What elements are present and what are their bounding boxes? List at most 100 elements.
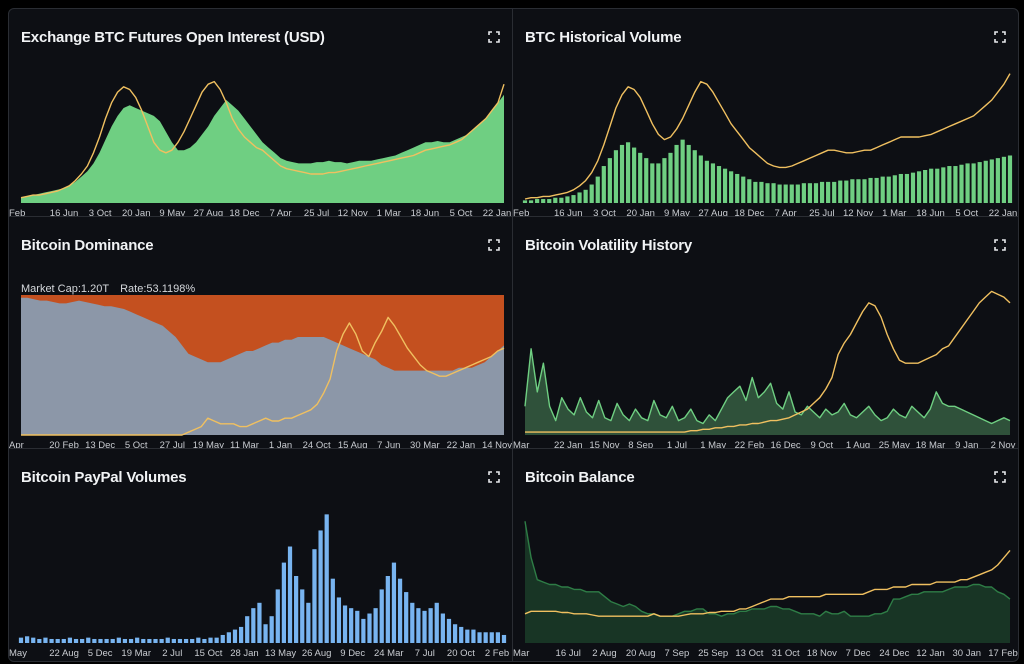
bar (171, 638, 176, 643)
bar (632, 147, 637, 203)
x-tick-label: 5 Oct (449, 208, 473, 217)
bar (965, 163, 970, 203)
x-tick-label: 24 Oct (302, 440, 331, 449)
bar (434, 602, 439, 643)
x-tick-label: 7 Sep (664, 648, 690, 659)
bar (807, 183, 813, 203)
x-tick-label: 1 May (700, 440, 727, 449)
bar (801, 183, 806, 203)
bar (662, 158, 667, 203)
bar (795, 184, 800, 203)
bar (583, 189, 588, 203)
bar (935, 168, 940, 203)
panel-paypal-volumes: Bitcoin PayPal Volumes May 22 Aug 5 Dec 19 … (9, 449, 513, 661)
bar (361, 618, 366, 643)
x-tick-label: 19 Mar (121, 648, 152, 659)
bar (898, 173, 903, 203)
chart-plot (18, 514, 507, 643)
bar (983, 160, 988, 203)
x-tick-label: 20 Oct (446, 648, 475, 659)
bar (135, 637, 140, 643)
x-tick-label: 1 Mar (376, 208, 401, 217)
chart-plot (21, 295, 505, 436)
bar (251, 608, 256, 643)
x-tick-label: 9 May (663, 208, 690, 217)
x-tick-label: 25 May (878, 440, 910, 449)
bar (571, 195, 576, 203)
x-tick-label: 7 Apr (269, 208, 292, 217)
bar (404, 592, 409, 643)
x-tick-label: May (9, 648, 27, 659)
x-tick-label: 5 Dec (87, 648, 113, 659)
bar (947, 166, 952, 203)
bar (625, 142, 631, 203)
bar (741, 176, 746, 203)
panel-title: Exchange BTC Futures Open Interest (USD) (21, 29, 325, 46)
expand-icon[interactable] (488, 471, 500, 483)
x-tick-label: 22 Feb (734, 440, 765, 449)
series-area (525, 348, 1010, 435)
panel-balance: Bitcoin Balance Mar 16 Jul 2 Aug 20 Aug 7 Se… (513, 449, 1018, 661)
bar (959, 164, 964, 203)
bar (287, 546, 293, 643)
expand-icon[interactable] (994, 239, 1006, 251)
x-tick-label: 9 May (159, 208, 186, 217)
bar (336, 597, 342, 643)
bar (613, 150, 619, 203)
bar (644, 158, 649, 203)
x-tick-label: 24 Dec (879, 648, 910, 659)
bar (904, 173, 910, 203)
expand-icon[interactable] (994, 471, 1006, 483)
x-tick-label: 3 Oct (88, 208, 112, 217)
dashboard: Exchange BTC Futures Open Interest (USD)… (8, 8, 1019, 662)
bar (18, 637, 24, 643)
x-tick-label: 22 Jan (482, 208, 512, 217)
bar (674, 144, 679, 203)
bar (373, 608, 378, 643)
panel-title: Bitcoin Balance (525, 469, 635, 486)
x-tick-label: 18 Nov (806, 648, 837, 659)
bar (483, 632, 488, 643)
x-tick-label: 15 Aug (337, 440, 368, 449)
bar (1007, 155, 1013, 203)
bar (553, 197, 558, 203)
expand-icon[interactable] (994, 31, 1006, 43)
panel-dominance: Bitcoin Dominance Market Cap:1.20T Rate:… (9, 217, 513, 449)
x-tick-label: 15 Nov (589, 440, 620, 449)
x-tick-label: 9 Dec (340, 648, 366, 659)
x-tick-label: 27 Aug (698, 208, 728, 217)
dominance-readout: Market Cap:1.20T Rate:53.1198% (21, 283, 203, 295)
bar (459, 626, 464, 643)
bar (522, 200, 528, 203)
bar (122, 638, 128, 643)
bar (929, 168, 934, 203)
panel-open-interest: Exchange BTC Futures Open Interest (USD)… (9, 9, 513, 217)
x-axis-labels: Feb 16 Jun 3 Oct 20 Jan 9 May 27 Aug 18 Dec 7 A… (513, 208, 1018, 217)
bar (385, 576, 390, 643)
bar (753, 181, 758, 203)
bar (61, 638, 66, 643)
bar (535, 199, 540, 203)
bar (128, 638, 134, 643)
bar (541, 199, 546, 203)
bar (86, 637, 91, 643)
bar (141, 638, 146, 643)
bar (668, 152, 673, 203)
x-tick-label: 22 Jan (553, 440, 583, 449)
x-tick-label: 9 Jan (955, 440, 979, 449)
x-tick-label: 20 Feb (49, 440, 79, 449)
bar (832, 181, 837, 203)
series-line (21, 316, 505, 436)
bar (92, 638, 97, 643)
chart-grid: Exchange BTC Futures Open Interest (USD)… (9, 9, 1018, 661)
series-area (21, 94, 504, 203)
expand-icon[interactable] (488, 31, 500, 43)
bar (813, 183, 819, 203)
bar (471, 629, 476, 643)
bar (177, 638, 183, 643)
bar (397, 578, 403, 643)
x-tick-label: 25 Jul (809, 208, 835, 217)
bar (619, 144, 625, 203)
bar (98, 638, 103, 643)
expand-icon[interactable] (488, 239, 500, 251)
